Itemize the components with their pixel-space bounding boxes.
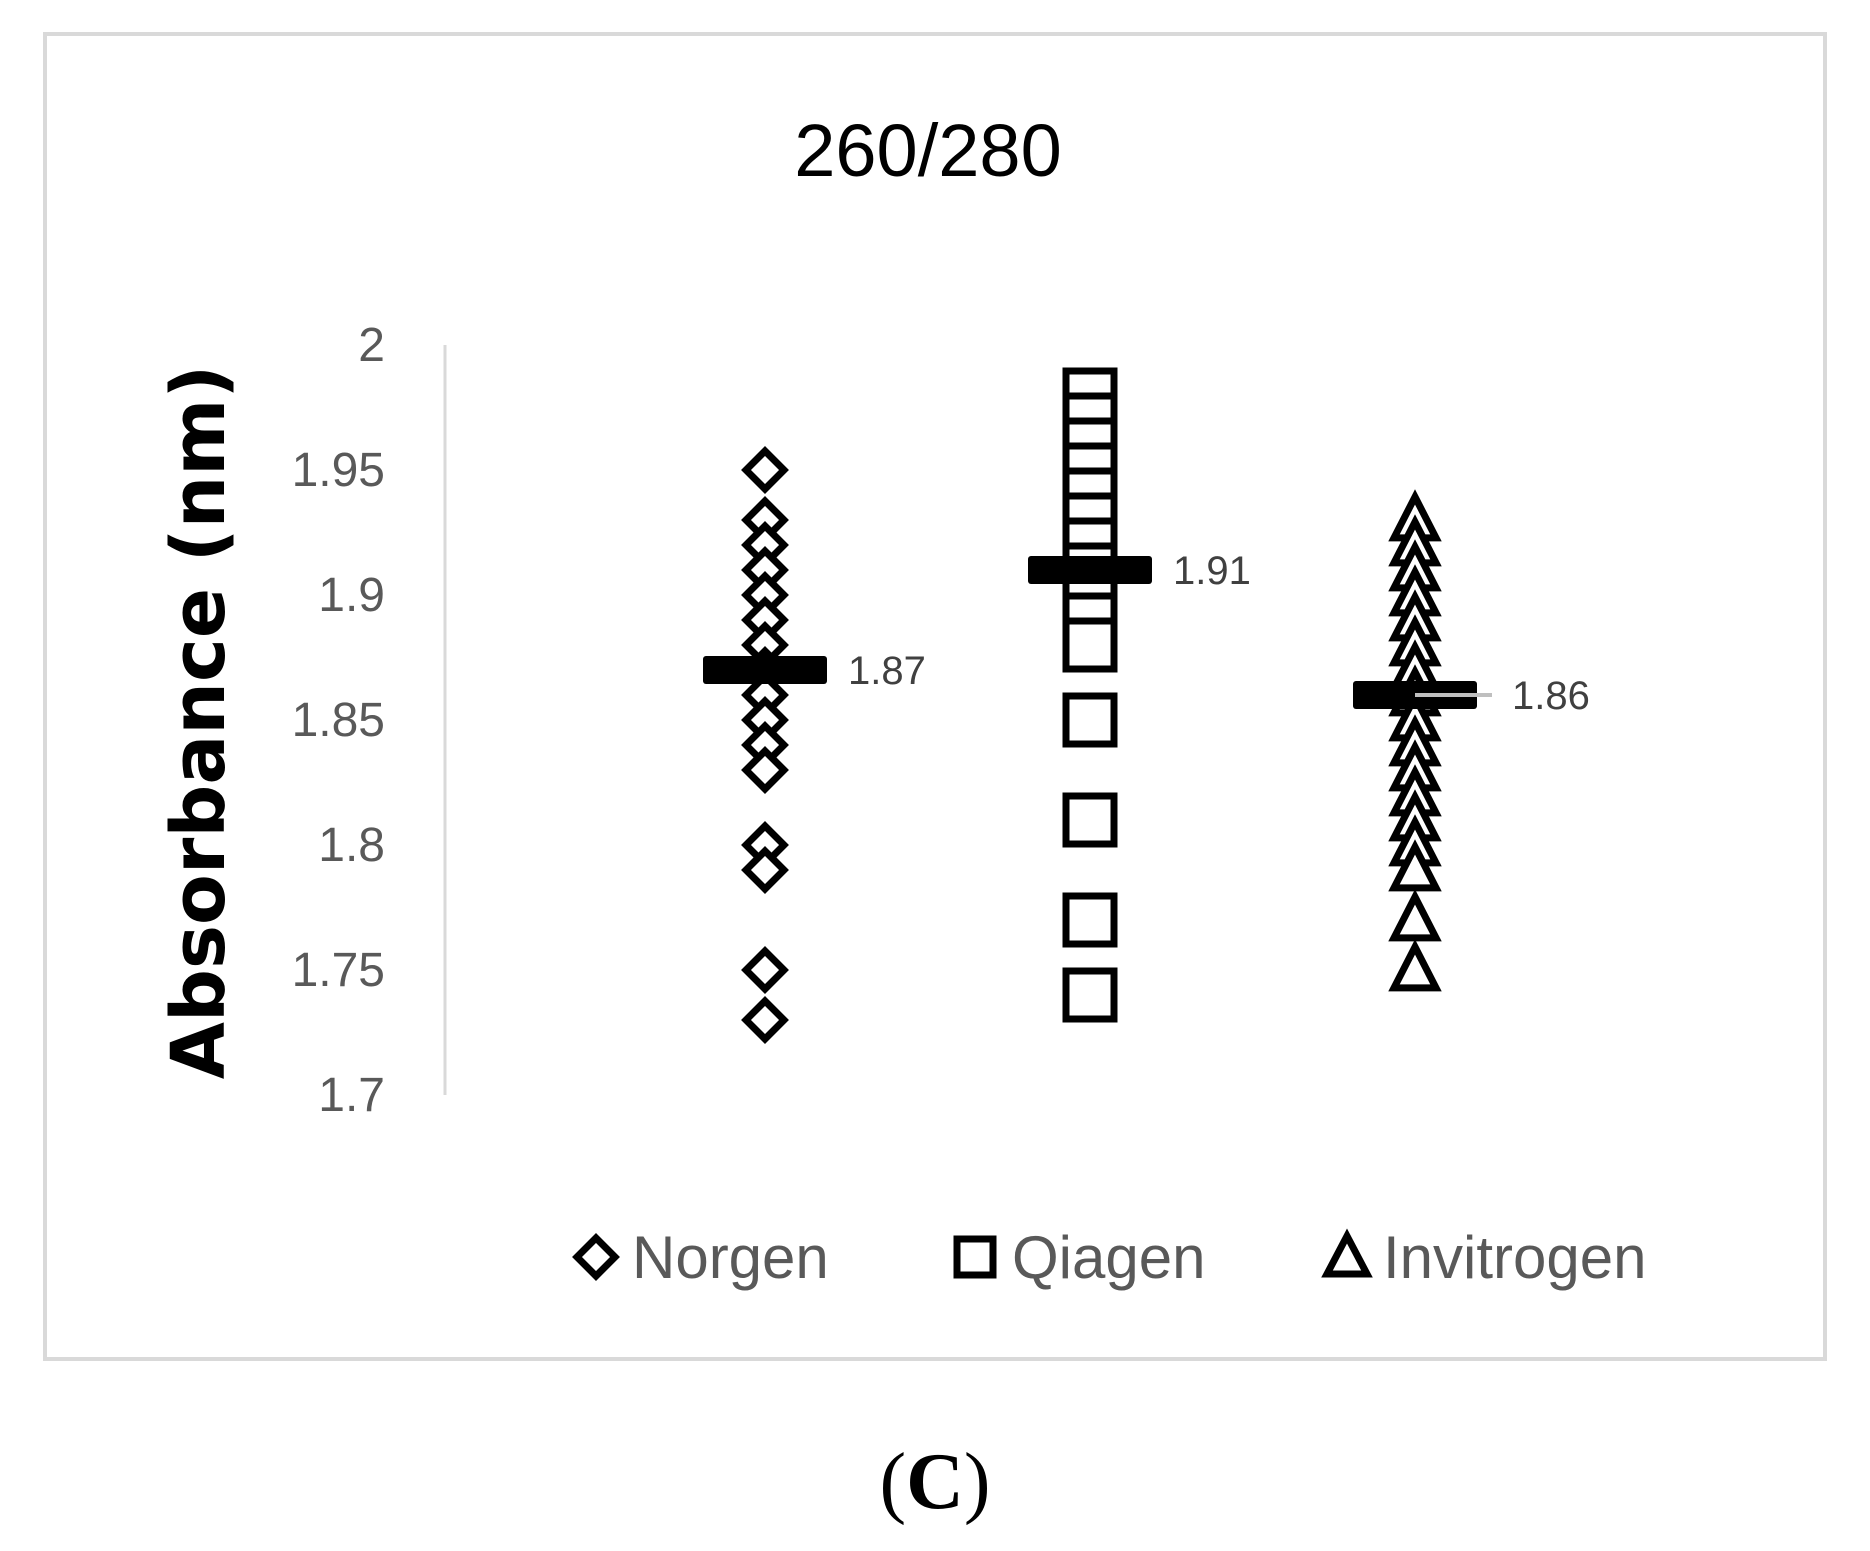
data-point xyxy=(741,946,789,994)
y-axis-ticks: 1.7 1.75 1.8 1.85 1.9 1.95 2 xyxy=(292,319,385,1122)
square-marker-icon xyxy=(953,1235,997,1279)
y-tick-label: 1.7 xyxy=(318,1069,385,1122)
mean-bar xyxy=(703,656,827,684)
series-qiagen: 1.91 xyxy=(1028,367,1251,1023)
data-point xyxy=(1062,617,1118,673)
y-tick-label: 1.95 xyxy=(292,444,385,497)
diamond-marker-icon xyxy=(572,1233,620,1281)
legend-item-norgen: Norgen xyxy=(572,1224,829,1291)
mean-data-label: 1.86 xyxy=(1512,674,1590,718)
mean-data-label: 1.87 xyxy=(848,649,926,693)
caption-close-paren: ) xyxy=(964,1438,991,1526)
data-point xyxy=(1388,939,1442,992)
series-invitrogen: 1.86 xyxy=(1353,489,1590,992)
y-tick-label: 1.8 xyxy=(318,819,385,872)
legend: Norgen Qiagen Invitrogen xyxy=(572,1224,1647,1291)
legend-label: Invitrogen xyxy=(1383,1224,1647,1291)
series-norgen: 1.87 xyxy=(703,446,926,1044)
data-point xyxy=(1062,792,1118,848)
data-point xyxy=(741,996,789,1044)
chart-frame xyxy=(43,32,1827,1361)
data-point xyxy=(1388,839,1442,892)
chart-title: 260/280 xyxy=(794,109,1062,192)
data-point xyxy=(1062,692,1118,748)
legend-item-invitrogen: Invitrogen xyxy=(1321,1224,1647,1291)
y-tick-label: 2 xyxy=(358,319,385,372)
plot-area: 1.87 1.91 1.86 xyxy=(703,367,1590,1044)
data-point xyxy=(1062,967,1118,1023)
mean-bar xyxy=(1028,556,1152,584)
data-point xyxy=(741,846,789,894)
figure-caption: (C) xyxy=(879,1438,990,1526)
triangle-marker-icon xyxy=(1321,1228,1373,1278)
y-tick-label: 1.75 xyxy=(292,944,385,997)
legend-label: Norgen xyxy=(632,1224,829,1291)
caption-open-paren: ( xyxy=(879,1438,906,1526)
data-point xyxy=(741,746,789,794)
data-point xyxy=(1062,892,1118,948)
legend-item-qiagen: Qiagen xyxy=(953,1224,1205,1291)
mean-data-label: 1.91 xyxy=(1173,549,1251,593)
caption-letter: C xyxy=(906,1438,964,1526)
data-point xyxy=(741,446,789,494)
legend-label: Qiagen xyxy=(1012,1224,1205,1291)
y-axis-label: Absorbance (nm) xyxy=(156,365,242,1079)
y-tick-label: 1.85 xyxy=(292,694,385,747)
data-point xyxy=(1388,889,1442,942)
y-tick-label: 1.9 xyxy=(318,569,385,622)
